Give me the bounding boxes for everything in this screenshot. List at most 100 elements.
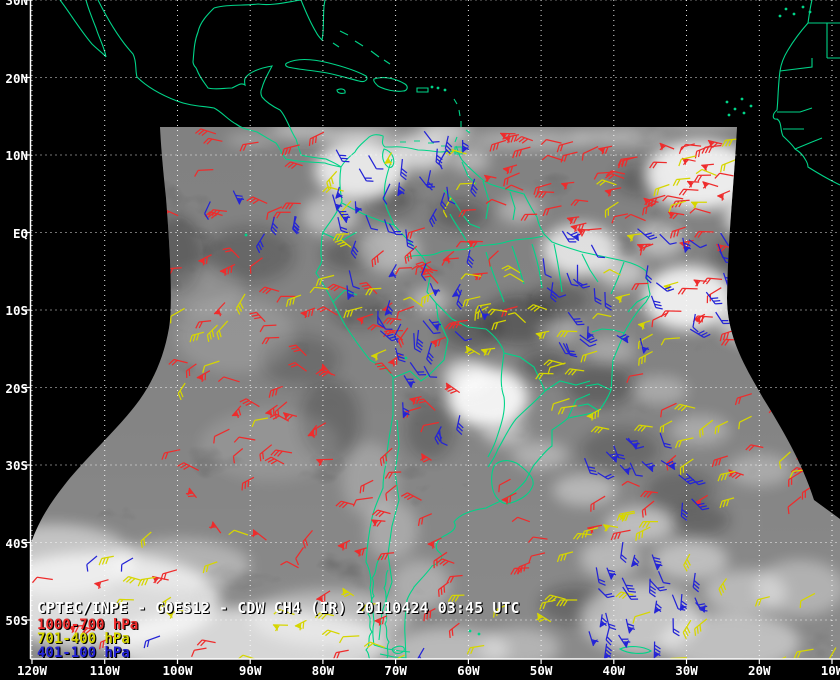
- wind-barb: [648, 578, 657, 598]
- lon-label-20W: 20W: [748, 663, 771, 678]
- lon-label-110W: 110W: [89, 663, 120, 678]
- wind-barb: [502, 164, 518, 175]
- wind-barb: [641, 500, 655, 518]
- wind-barb: [501, 265, 521, 274]
- wind-barb: [114, 598, 134, 606]
- wind-barb: [346, 285, 355, 300]
- wind-barb: [650, 295, 663, 310]
- wind-barb: [185, 487, 197, 499]
- wind-barb: [447, 594, 465, 602]
- wind-barb: [258, 286, 280, 295]
- wind-barb: [266, 206, 283, 220]
- wind-barb: [586, 326, 594, 340]
- wind-barb: [533, 182, 552, 195]
- wind-barb: [702, 181, 719, 190]
- wind-barb: [617, 156, 638, 167]
- wind-barb-cluster: [316, 558, 531, 659]
- wind-barb: [98, 555, 114, 566]
- wind-barb: [372, 509, 391, 518]
- wind-barb: [682, 237, 692, 253]
- wind-barb: [564, 368, 585, 376]
- wind-barb: [219, 263, 236, 276]
- wind-barb: [411, 264, 434, 274]
- wind-barb: [645, 265, 653, 284]
- wind-barb: [714, 420, 729, 435]
- wind-barb: [385, 484, 397, 501]
- wind-barb: [512, 146, 531, 159]
- wind-barb-cluster: [285, 148, 481, 361]
- wind-barb: [535, 372, 554, 380]
- wind-barb: [204, 201, 211, 220]
- wind-barb: [773, 656, 787, 659]
- wind-barb: [631, 282, 649, 291]
- wind-barb: [332, 233, 350, 241]
- wind-barb: [194, 168, 214, 177]
- legend-item-mid-level: 701-400 hPa: [37, 631, 130, 647]
- wind-barb: [438, 149, 448, 170]
- wind-barb: [662, 195, 684, 202]
- wind-barb: [579, 334, 598, 344]
- wind-barb: [294, 619, 307, 631]
- wind-barb: [660, 337, 680, 346]
- legend-item-high-level: 401-100 hPa: [37, 645, 130, 661]
- wind-barb: [235, 293, 246, 315]
- wind-barb: [605, 173, 625, 180]
- wind-barb: [94, 579, 109, 589]
- wind-barb: [588, 631, 599, 647]
- wind-barb-cluster: [596, 138, 750, 242]
- wind-barb: [672, 177, 691, 187]
- wind-barb: [195, 128, 217, 137]
- wind-barb: [641, 460, 656, 473]
- wind-barb: [354, 547, 367, 557]
- lat-label-30N: 30N: [5, 0, 28, 8]
- wind-barb: [719, 328, 738, 342]
- wind-barb: [603, 524, 619, 532]
- wind-barb: [358, 168, 374, 182]
- wind-barb: [288, 361, 307, 372]
- wind-barb: [474, 306, 489, 321]
- wind-barb: [507, 312, 527, 324]
- wind-barb: [680, 143, 702, 151]
- wind-barb-cluster: [666, 553, 837, 659]
- wind-barb: [611, 213, 629, 224]
- wind-barb: [384, 471, 402, 479]
- wind-barb: [570, 199, 589, 207]
- wind-barb: [350, 240, 359, 259]
- wind-barb: [86, 555, 98, 572]
- wind-barb: [715, 311, 731, 325]
- lon-label-100W: 100W: [162, 663, 193, 678]
- wind-barb: [718, 578, 728, 596]
- wind-barb: [561, 230, 577, 243]
- wind-barb: [542, 205, 562, 217]
- wind-barb: [281, 202, 301, 210]
- wind-barb: [444, 382, 461, 394]
- wind-barb: [515, 135, 534, 144]
- wind-barb: [556, 141, 574, 153]
- wind-barb: [498, 478, 511, 493]
- wind-barb: [595, 567, 606, 586]
- wind-barb: [284, 161, 303, 170]
- wind-barb: [68, 624, 86, 634]
- lat-label-50S: 50S: [5, 613, 28, 628]
- wind-barb: [649, 161, 667, 169]
- axes: [23, 0, 840, 664]
- wind-barb: [621, 480, 640, 487]
- wind-barb: [685, 473, 706, 486]
- wind-barb: [246, 196, 268, 205]
- wind-barb: [403, 296, 424, 308]
- wind-barb: [793, 648, 814, 659]
- wind-barb: [691, 498, 710, 511]
- wind-barb: [596, 179, 617, 186]
- wind-barb: [370, 349, 387, 361]
- wind-barb: [640, 490, 658, 498]
- wind-barb: [335, 149, 350, 163]
- wind-barb: [636, 243, 651, 251]
- wind-barb: [231, 405, 242, 419]
- wind-barb: [288, 344, 307, 357]
- wind-barb: [666, 657, 687, 659]
- wind-barb-cluster: [544, 510, 658, 624]
- wind-barb: [667, 211, 685, 220]
- wind-barb: [177, 462, 199, 471]
- wind-barb: [717, 190, 731, 201]
